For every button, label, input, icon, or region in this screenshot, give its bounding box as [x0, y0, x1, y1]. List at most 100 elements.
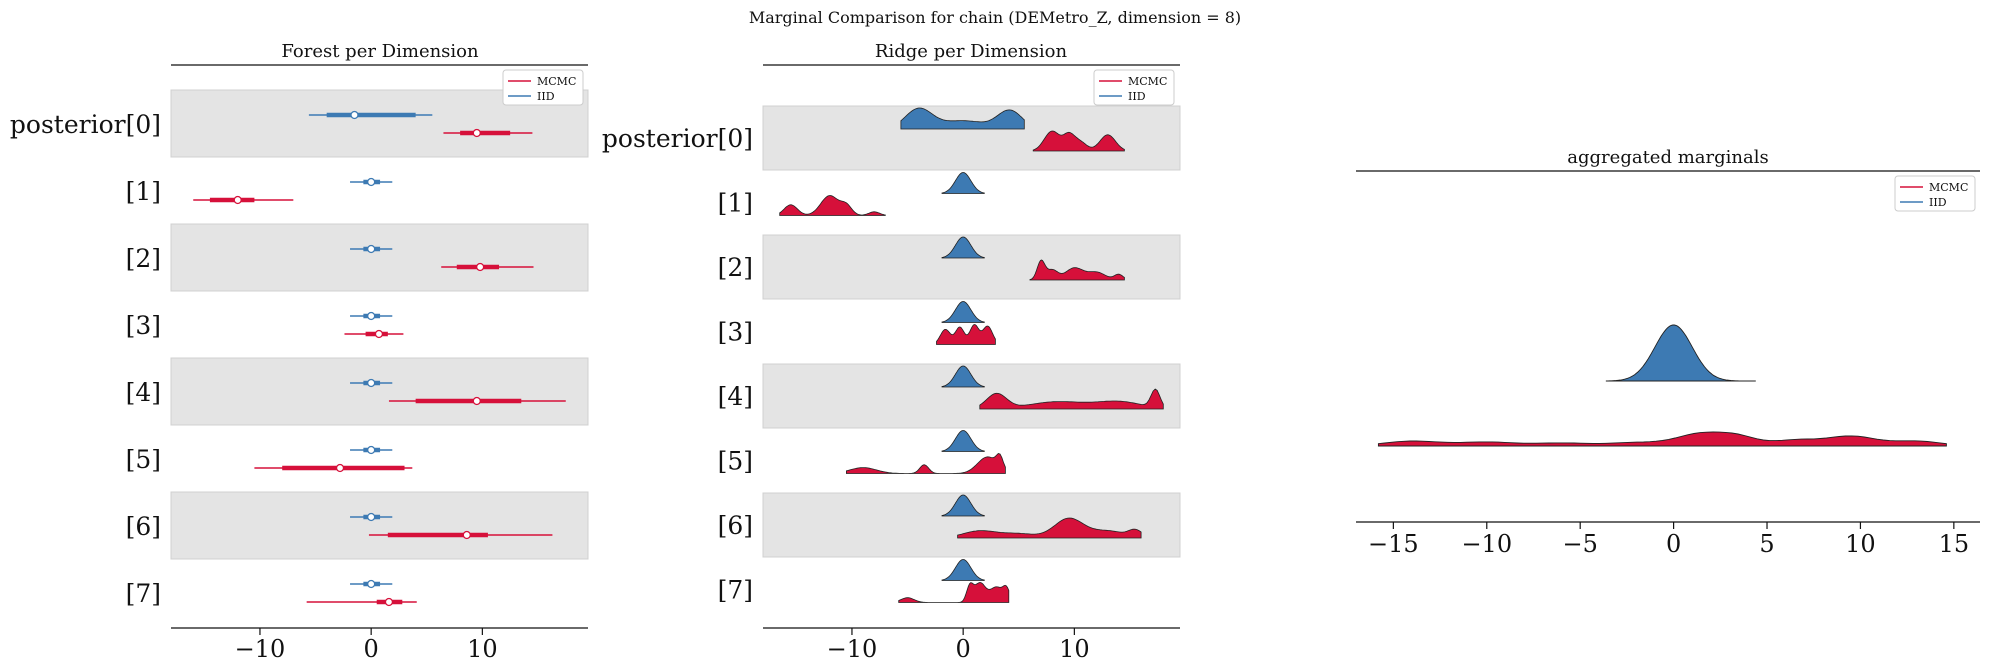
median-point — [462, 530, 471, 540]
forest-interval — [441, 262, 534, 272]
x-tick-label: 0 — [1666, 530, 1681, 558]
ridge-density — [941, 494, 985, 517]
x-ticks: −15 −10 −5 0 5 10 15 — [1368, 522, 1969, 558]
row-band — [762, 363, 1181, 429]
row-label: [6] — [718, 511, 753, 540]
row-label: [1] — [126, 177, 161, 206]
median-point — [367, 177, 376, 187]
forest-interval — [350, 177, 393, 187]
ridge-density — [846, 453, 1006, 474]
aggregated-title: aggregated marginals — [1567, 147, 1768, 168]
forest-interval — [368, 530, 553, 540]
aggregated-marks — [1377, 324, 1947, 447]
ridge-density — [1029, 259, 1125, 281]
x-tick-label: 0 — [364, 635, 379, 663]
row-label: posterior[0] — [10, 110, 161, 139]
legend-label: MCMC — [537, 75, 576, 88]
x-tick-label: 5 — [1759, 530, 1774, 558]
aggregated-density — [1377, 431, 1947, 447]
ridge-density — [941, 236, 985, 259]
forest-interval — [350, 244, 393, 254]
x-tick-label: 10 — [1059, 635, 1090, 663]
median-point — [367, 378, 376, 388]
x-tick-label: −5 — [1562, 530, 1597, 558]
forest-marks — [193, 110, 566, 607]
aggregated-panel: aggregated marginals −15 −10 −5 0 5 10 15 MCMC… — [1356, 147, 1980, 558]
median-point — [374, 329, 384, 339]
row-label: [5] — [126, 445, 161, 474]
row-band — [170, 357, 589, 426]
aggregated-legend: MCMC IID — [1894, 175, 1976, 212]
forest-interval — [344, 329, 404, 339]
row-labels: posterior[0] [1] [2] [3] [4] [5] [6] [7] — [602, 124, 753, 605]
forest-interval — [350, 311, 393, 321]
x-ticks: −10 0 10 — [827, 628, 1090, 663]
figure-suptitle: Marginal Comparison for chain (DEMetro_Z… — [749, 8, 1241, 27]
ridge-density — [900, 107, 1025, 130]
legend-label: MCMC — [1128, 75, 1167, 88]
row-label: [4] — [126, 378, 161, 407]
legend-label: IID — [537, 90, 555, 103]
ridge-density — [941, 365, 985, 388]
row-label: [6] — [126, 512, 161, 541]
forest-interval — [443, 128, 533, 138]
forest-interval — [193, 195, 294, 205]
forest-interval — [350, 579, 393, 589]
median-point — [367, 512, 376, 522]
row-label: [3] — [126, 311, 161, 340]
row-label: [4] — [718, 382, 753, 411]
forest-title: Forest per Dimension — [281, 41, 479, 62]
row-label: [2] — [718, 253, 753, 282]
ridge-density — [979, 388, 1164, 410]
x-tick-label: −10 — [235, 635, 286, 663]
ridge-density — [779, 195, 886, 216]
x-tick-label: 10 — [467, 635, 498, 663]
median-point — [350, 110, 359, 120]
row-band — [170, 223, 589, 292]
ridge-title: Ridge per Dimension — [875, 41, 1068, 62]
row-label: posterior[0] — [602, 124, 753, 153]
forest-interval — [388, 396, 566, 406]
legend-label: IID — [1128, 90, 1146, 103]
median-point — [384, 597, 394, 607]
ridge-legend: MCMC IID — [1093, 69, 1175, 106]
forest-legend: MCMC IID — [502, 69, 584, 106]
ridge-panel: Ridge per Dimension posterior[0] [1] [2] [3… — [602, 41, 1181, 663]
row-label: [3] — [718, 318, 753, 347]
ridge-density — [936, 324, 996, 345]
x-tick-label: −15 — [1368, 530, 1419, 558]
row-labels: posterior[0] [1] [2] [3] [4] [5] [6] [7] — [10, 110, 161, 608]
median-point — [367, 244, 376, 254]
x-tick-label: 15 — [1939, 530, 1970, 558]
x-tick-label: −10 — [827, 635, 878, 663]
median-point — [367, 311, 376, 321]
ridge-density — [941, 559, 985, 581]
ridge-density — [941, 301, 985, 323]
x-tick-label: 10 — [1845, 530, 1876, 558]
legend-label: IID — [1929, 196, 1947, 209]
row-band — [762, 492, 1181, 558]
ridge-marks — [779, 107, 1164, 603]
legend-label: MCMC — [1929, 181, 1968, 194]
row-bands — [170, 89, 589, 560]
ridge-density — [1032, 130, 1125, 152]
forest-interval — [350, 445, 393, 455]
x-tick-label: −10 — [1461, 530, 1512, 558]
forest-interval — [254, 463, 413, 473]
median-point — [475, 262, 485, 272]
row-band — [762, 234, 1181, 300]
median-point — [472, 396, 481, 406]
median-point — [233, 195, 242, 205]
row-band — [762, 105, 1181, 171]
median-point — [367, 579, 376, 589]
ridge-density — [957, 517, 1142, 539]
row-band — [170, 491, 589, 560]
row-label: [2] — [126, 244, 161, 273]
forest-panel: Forest per Dimension posterior[0] [1] [2] [… — [10, 41, 589, 663]
row-label: [5] — [718, 447, 753, 476]
x-tick-label: 0 — [956, 635, 971, 663]
ridge-density — [941, 172, 985, 194]
forest-interval — [350, 512, 393, 522]
median-point — [367, 445, 376, 455]
